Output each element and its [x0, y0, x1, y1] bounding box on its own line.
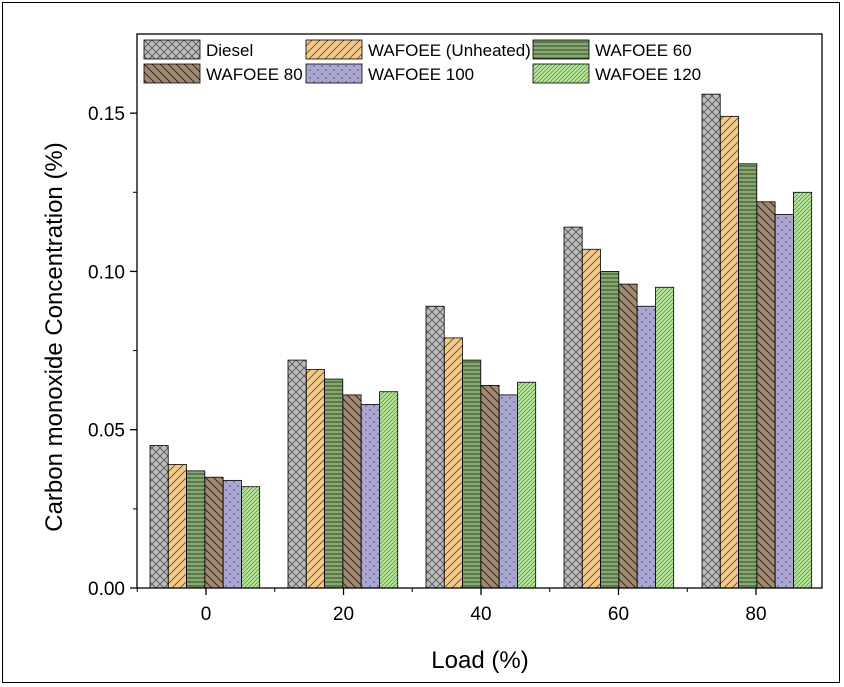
bar-wafoee-60-group-0	[186, 470, 206, 589]
legend-label: WAFOEE 120	[595, 65, 701, 84]
y-axis-title: Carbon monoxide Concentration (%)	[41, 142, 68, 532]
x-tick-label: 40	[470, 604, 491, 625]
y-tick-label: 0.00	[88, 579, 125, 600]
legend-label: WAFOEE (Unheated)	[368, 41, 531, 60]
x-tick-label: 20	[333, 604, 354, 625]
bar-wafoee-100-group-0	[222, 479, 242, 589]
bar-wafoee-unheated--group-3	[581, 248, 601, 589]
legend-label: Diesel	[206, 41, 253, 60]
bar-diesel-group-3	[563, 226, 583, 589]
legend-label: WAFOEE 80	[206, 65, 303, 84]
bar-diesel-group-2	[425, 305, 445, 589]
bar-wafoee-80-group-2	[480, 384, 500, 589]
legend-swatch	[305, 39, 363, 60]
bar-wafoee-80-group-0	[204, 476, 224, 589]
y-tick-label: 0.15	[88, 104, 125, 125]
bar-wafoee-60-group-3	[600, 271, 620, 589]
x-tick-label: 0	[201, 604, 212, 625]
bar-wafoee-100-group-4	[774, 214, 794, 589]
legend-label: WAFOEE 100	[368, 65, 474, 84]
bar-wafoee-80-group-3	[618, 283, 638, 589]
plot-area-frame	[136, 33, 823, 589]
bar-wafoee-100-group-2	[498, 394, 518, 589]
y-tick-label: 0.05	[88, 421, 125, 442]
x-axis-title: Load (%)	[431, 647, 528, 674]
bar-wafoee-unheated--group-0	[167, 464, 187, 589]
bar-wafoee-unheated--group-1	[305, 369, 325, 589]
bar-wafoee-unheated--group-4	[719, 115, 739, 589]
bar-wafoee-100-group-1	[360, 403, 380, 589]
legend-swatch	[305, 63, 363, 84]
legend-swatch	[143, 39, 201, 60]
bar-wafoee-80-group-1	[342, 394, 362, 589]
bar-wafoee-100-group-3	[636, 305, 656, 589]
bar-wafoee-120-group-3	[655, 286, 675, 589]
bar-wafoee-60-group-4	[738, 163, 758, 589]
bar-diesel-group-0	[149, 445, 169, 589]
legend-swatch	[143, 63, 201, 84]
bar-wafoee-80-group-4	[756, 201, 776, 589]
bar-wafoee-60-group-1	[324, 378, 344, 589]
legend: Diesel WAFOEE (Unheated) WAFOEE 60 WAFOEE 8…	[143, 39, 701, 84]
legend-swatch	[532, 63, 590, 84]
bar-wafoee-120-group-1	[379, 391, 399, 589]
legend-swatch	[532, 39, 590, 60]
bar-wafoee-120-group-0	[241, 486, 261, 589]
bar-wafoee-unheated--group-2	[443, 337, 463, 589]
y-tick-label: 0.10	[88, 262, 125, 283]
bar-wafoee-120-group-2	[517, 381, 537, 589]
bars-layer	[149, 93, 813, 589]
x-tick-label: 60	[608, 604, 629, 625]
bar-diesel-group-4	[701, 93, 721, 589]
legend-label: WAFOEE 60	[595, 41, 692, 60]
bar-wafoee-120-group-4	[793, 191, 813, 589]
axes-layer: 0.000.050.100.15020406080100	[88, 33, 823, 625]
x-tick-label: 80	[745, 604, 766, 625]
bar-diesel-group-1	[287, 359, 307, 589]
bar-wafoee-60-group-2	[462, 359, 482, 589]
